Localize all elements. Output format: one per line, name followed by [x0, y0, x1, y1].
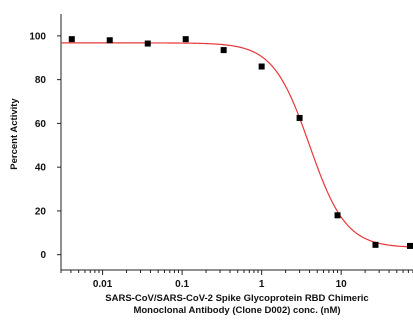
- data-point: [407, 242, 413, 249]
- y-tick-label: 40: [35, 163, 47, 174]
- x-tick-label: 10: [336, 279, 348, 290]
- data-point: [258, 63, 265, 70]
- data-point: [334, 212, 341, 219]
- y-tick-label: 80: [35, 75, 47, 86]
- x-ticks: 0.01 0.1 1 10: [60, 270, 413, 290]
- fit-curve: [61, 42, 413, 248]
- y-tick-label: 60: [35, 119, 47, 130]
- y-ticks: 0 20 40 60 80 100: [29, 31, 61, 261]
- x-tick-label: 1: [259, 279, 265, 290]
- data-point: [220, 47, 227, 54]
- y-axis-title: Percent Activity: [9, 98, 20, 170]
- data-point: [106, 37, 113, 44]
- x-tick-label: 0.01: [93, 279, 113, 290]
- data-point: [296, 114, 303, 121]
- data-point: [372, 241, 379, 248]
- data-point: [68, 36, 75, 43]
- x-axis-title-line2: Monoclonal Antibody (Clone D002) conc. (…: [133, 305, 340, 316]
- data-points: [68, 36, 413, 249]
- axes: [60, 14, 413, 271]
- y-tick-label: 100: [29, 31, 46, 42]
- data-point: [144, 40, 151, 47]
- y-tick-label: 20: [35, 206, 47, 217]
- data-point: [182, 36, 189, 43]
- x-tick-label: 0.1: [175, 279, 189, 290]
- y-tick-label: 0: [40, 250, 46, 261]
- x-axis-title-line1: SARS-CoV/SARS-CoV-2 Spike Glycoprotein R…: [105, 293, 368, 304]
